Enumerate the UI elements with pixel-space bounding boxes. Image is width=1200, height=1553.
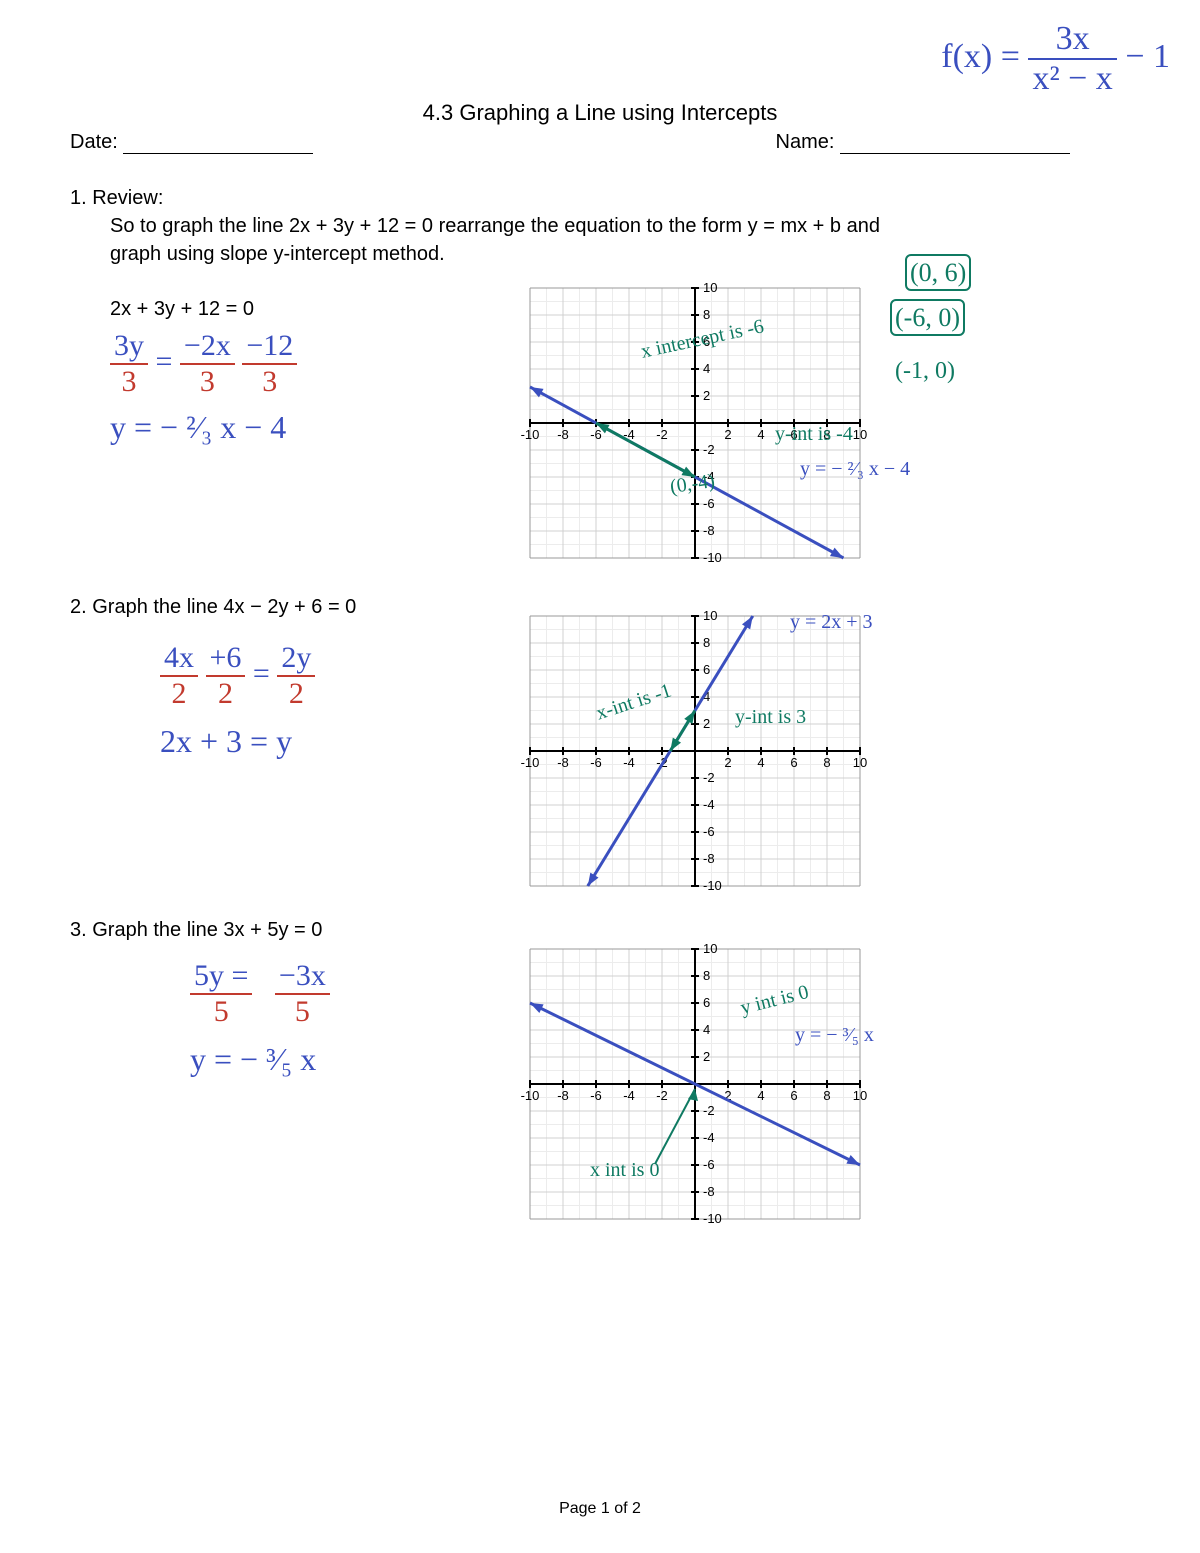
svg-text:6: 6: [703, 995, 710, 1010]
svg-text:10: 10: [703, 608, 717, 623]
p2-work-left: 4x2 +62 = 2y2 2x + 3 = y: [70, 621, 510, 760]
svg-text:4: 4: [703, 1022, 710, 1037]
p1-anno-pt1: (0, 6): [905, 258, 971, 288]
svg-text:4: 4: [757, 1088, 764, 1103]
p3-anno-eq: y = − ³⁄₅ x: [795, 1024, 874, 1047]
svg-text:10: 10: [703, 941, 717, 956]
page-title: 4.3 Graphing a Line using Intercepts: [70, 100, 1130, 126]
svg-text:10: 10: [853, 1088, 867, 1103]
svg-text:6: 6: [790, 1088, 797, 1103]
svg-text:-4: -4: [623, 755, 635, 770]
p1-anno-eq: y = − ²⁄₃ x − 4: [800, 458, 910, 481]
p3-graph-wrap: -10-8-6-4-2246810-10-8-6-4-2246810 y int…: [510, 929, 880, 1244]
svg-text:-10: -10: [521, 755, 540, 770]
svg-text:4: 4: [703, 361, 710, 376]
p1-heading: 1. Review:: [70, 184, 1130, 212]
svg-text:4: 4: [757, 427, 764, 442]
p3-work-area: 5y =5 −3x5 y = − ³⁄₅ x -10-8-6-4-2246810…: [70, 944, 1130, 1244]
svg-text:-10: -10: [703, 878, 722, 893]
svg-text:-6: -6: [703, 496, 715, 511]
svg-text:10: 10: [853, 755, 867, 770]
problem-2: 2. Graph the line 4x − 2y + 6 = 0 4x2 +6…: [70, 593, 1130, 911]
svg-text:8: 8: [703, 635, 710, 650]
p1-work-left: 2x + 3y + 12 = 0 3y3 = −2x3 −123 y = − ²…: [70, 268, 510, 446]
svg-text:2: 2: [703, 716, 710, 731]
svg-text:8: 8: [703, 968, 710, 983]
svg-text:-4: -4: [703, 797, 715, 812]
worksheet-page: f(x) = 3x x² − x − 1 4.3 Graphing a Line…: [0, 0, 1200, 1553]
p1-anno-pt2: (-6, 0): [890, 303, 965, 333]
svg-text:-10: -10: [521, 427, 540, 442]
p3-work2: y = − ³⁄₅ x: [110, 1041, 510, 1078]
svg-text:4: 4: [757, 755, 764, 770]
svg-text:10: 10: [703, 280, 717, 295]
p3-origin-arrow: [640, 1079, 720, 1179]
p3-work1: 5y =5 −3x5: [110, 959, 510, 1029]
svg-text:-2: -2: [703, 442, 715, 457]
p2-work2: 2x + 3 = y: [110, 723, 510, 760]
p3-work-left: 5y =5 −3x5 y = − ³⁄₅ x: [70, 944, 510, 1078]
p1-work1: 3y3 = −2x3 −123: [110, 329, 510, 399]
svg-text:-2: -2: [703, 770, 715, 785]
svg-text:10: 10: [853, 427, 867, 442]
svg-text:-6: -6: [590, 755, 602, 770]
p2-work-area: 4x2 +62 = 2y2 2x + 3 = y -10 -8 -6 -4 -2 2 4 6 8…: [70, 621, 1130, 911]
formula-frac: 3x x² − x: [1028, 20, 1116, 98]
svg-text:6: 6: [790, 755, 797, 770]
p2-anno-yint: y-int is 3: [735, 706, 806, 729]
svg-text:-10: -10: [703, 550, 722, 565]
svg-text:-4: -4: [623, 1088, 635, 1103]
svg-text:8: 8: [823, 1088, 830, 1103]
problem-1: 1. Review: So to graph the line 2x + 3y …: [70, 184, 1130, 583]
p1-work-area: 2x + 3y + 12 = 0 3y3 = −2x3 −123 y = − ²…: [70, 268, 1130, 583]
date-field: Date:: [70, 131, 313, 154]
svg-text:-6: -6: [590, 1088, 602, 1103]
svg-text:-2: -2: [656, 427, 668, 442]
svg-text:-8: -8: [557, 755, 569, 770]
svg-text:6: 6: [703, 662, 710, 677]
svg-text:-8: -8: [703, 851, 715, 866]
svg-text:-10: -10: [521, 1088, 540, 1103]
p1-text-a: So to graph the line 2x + 3y + 12 = 0 re…: [70, 212, 1130, 240]
p1-graph-wrap: -10-8-6-4-2246810-10-8-6-4-2246810 x int…: [510, 268, 880, 583]
svg-text:-6: -6: [703, 824, 715, 839]
p2-work1: 4x2 +62 = 2y2: [110, 641, 510, 711]
page-footer: Page 1 of 2: [0, 1500, 1200, 1518]
p2-graph: -10-8-6-4-2246810-10-8-6-4-2246810: [510, 596, 880, 906]
svg-text:-8: -8: [557, 1088, 569, 1103]
svg-text:-6: -6: [590, 427, 602, 442]
p1-anno-pt3: (-1, 0): [895, 358, 955, 385]
formula-lhs: f(x) =: [941, 38, 1020, 75]
svg-text:8: 8: [703, 307, 710, 322]
svg-text:2: 2: [724, 755, 731, 770]
p2-graph-wrap: -10-8-6-4-2246810-10-8-6-4-2246810 y = 2…: [510, 596, 880, 911]
problem-3: 3. Graph the line 3x + 5y = 0 5y =5 −3x5…: [70, 916, 1130, 1244]
svg-text:-8: -8: [703, 523, 715, 538]
name-blank[interactable]: [840, 137, 1070, 154]
svg-text:2: 2: [703, 388, 710, 403]
svg-text:2: 2: [724, 427, 731, 442]
svg-text:-8: -8: [557, 427, 569, 442]
date-blank[interactable]: [123, 137, 313, 154]
p1-work2: y = − ²⁄₃ x − 4: [110, 409, 510, 446]
svg-text:2: 2: [703, 1049, 710, 1064]
formula-tail: − 1: [1125, 38, 1170, 75]
p1-anno-yint: y-int is -4: [775, 423, 853, 446]
svg-text:8: 8: [823, 755, 830, 770]
p1-printed-eq: 2x + 3y + 12 = 0: [110, 298, 510, 321]
svg-text:-8: -8: [703, 1184, 715, 1199]
top-formula: f(x) = 3x x² − x − 1: [941, 20, 1170, 98]
name-field: Name:: [776, 131, 1070, 154]
svg-text:-10: -10: [703, 1211, 722, 1226]
header-row: Date: Name:: [70, 131, 1130, 154]
p2-anno-eq: y = 2x + 3: [790, 611, 873, 634]
